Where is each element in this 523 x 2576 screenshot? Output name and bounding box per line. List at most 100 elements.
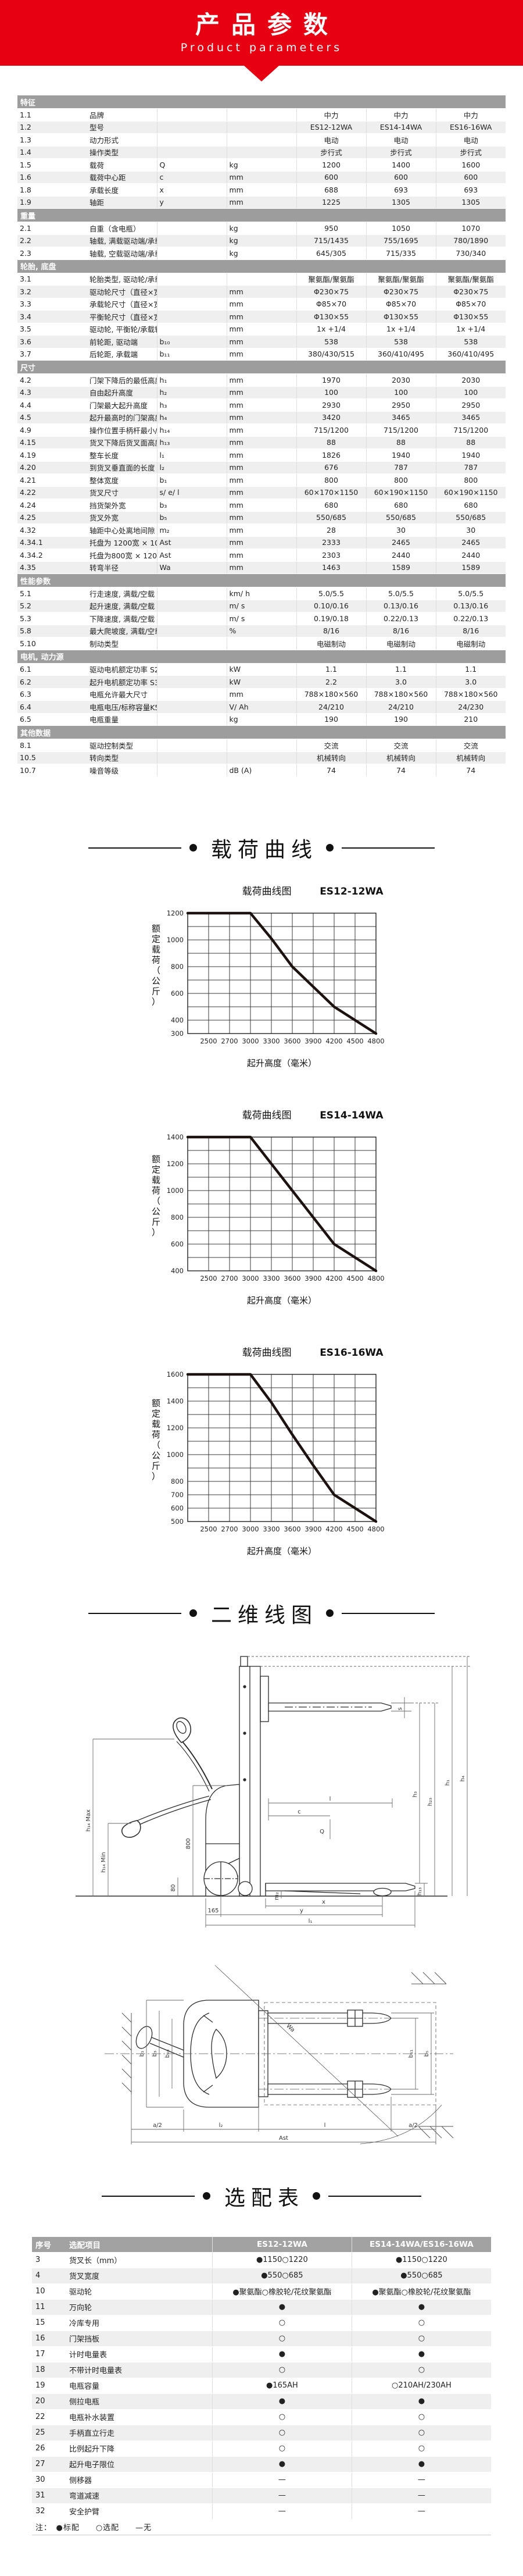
divider-dot xyxy=(326,844,334,851)
x-tick-label: 4200 xyxy=(325,1525,342,1533)
y-tick-label: 800 xyxy=(171,963,184,971)
x-tick-label: 3600 xyxy=(284,1037,300,1045)
y-tick-label: 800 xyxy=(171,1213,184,1221)
spec-row: 3.6 前轮距, 驱动端 b₁₀ mm 538 538 538 xyxy=(17,335,506,348)
spec-row: 4.9操作位置手柄杆最小/最大高度h₁₄mm715/1200715/120071… xyxy=(17,423,506,437)
section-title-load-curve: 载荷曲线 xyxy=(0,833,523,863)
x-tick-label: 3600 xyxy=(284,1525,300,1533)
spec-row: 3.7 后轮距, 承载端 b₁₁ mm 380/430/515 360/410/495 36… xyxy=(17,348,506,361)
dim-label-ast: Ast xyxy=(279,2135,288,2142)
spec-row: 4.5起升最高时的门架高度点h₄mm342034653465 xyxy=(17,411,506,424)
spec-row: 4.21 整体宽度 b₁ mm 800 800 800 xyxy=(17,473,506,487)
x-tick-label: 3600 xyxy=(284,1274,300,1282)
x-tick-label: 2500 xyxy=(200,1525,217,1533)
load-curve-chart-ES12-12WA: 载荷曲线图 ES12-12WA 1200 1000 800 600 400 300 2500 27… xyxy=(152,886,385,1068)
x-tick-label: 3900 xyxy=(305,1525,321,1533)
spec-row: 5.8 最大爬坡度, 满载/空载% 8/16 8/16 8/16 xyxy=(17,625,506,637)
x-tick-label: 4800 xyxy=(367,1525,384,1533)
option-row: 15 冷库专用 ○ ○ xyxy=(32,2315,491,2331)
section-title-text: 二维线图 xyxy=(210,1603,318,1627)
dim-label-b3: b₃ xyxy=(152,2050,158,2056)
dim-label-h23: h₂₃ xyxy=(427,1797,434,1805)
dim-label-b11: b₁₁ xyxy=(408,2049,414,2057)
dim-label-a2-right: a/2 xyxy=(409,2122,418,2129)
x-tick-label: 4200 xyxy=(325,1037,342,1045)
spec-row: 2.1 自重（含电瓶） kg 950 1050 1070 xyxy=(17,222,506,235)
y-tick-label: 500 xyxy=(171,1517,184,1526)
x-tick-label: 3000 xyxy=(242,1274,259,1282)
divider-line xyxy=(328,2195,421,2197)
option-row: 30 侧移器 — — xyxy=(32,2472,491,2488)
x-tick-label: 4500 xyxy=(346,1037,363,1045)
option-row: 19 电瓶容量 ●165AH ○210AH/230AH xyxy=(32,2378,491,2394)
spec-row: 8.1 驱动控制类型 交流 交流 交流 xyxy=(17,739,506,752)
spec-section-header: 特征 xyxy=(17,95,506,109)
option-row: 27 起升电子限位 ● ● xyxy=(32,2456,491,2472)
spec-row: 4.35 转弯半径 Wa mm 1463 1589 1589 xyxy=(17,561,506,574)
divider-line xyxy=(101,2195,195,2197)
dim-label-h14min: h₁₄ Min xyxy=(101,1852,107,1872)
divider-dot xyxy=(189,844,197,851)
y-tick-label: 1400 xyxy=(167,1397,184,1405)
dim-label-h4: h₄ xyxy=(460,1775,466,1781)
y-tick-label: 1200 xyxy=(167,909,184,917)
chart-title: 载荷曲线图 xyxy=(242,1110,292,1121)
section-title-line-drawing: 二维线图 xyxy=(0,1598,523,1629)
option-row: 18 不带计时电量表 ○ ○ xyxy=(32,2362,491,2378)
page-subtitle: Product parameters xyxy=(180,41,343,54)
dim-label-h3: h₃ xyxy=(412,1791,418,1797)
y-axis-label: 额定载荷（公斤） xyxy=(152,923,160,1007)
option-row: 20 侧拉电瓶 ● ● xyxy=(32,2393,491,2410)
line-drawings: h₁₄ Max h₁₄ Min 800 80 s h₃ h₂₃ h₁ h₄ h₁… xyxy=(0,1629,523,2155)
y-tick-label: 600 xyxy=(171,1504,184,1512)
x-tick-label: 2500 xyxy=(200,1274,217,1282)
spec-row: 1.8 承载长度 x mm 688 693 693 xyxy=(17,183,506,197)
divider-line xyxy=(342,1612,435,1614)
y-tick-label: 600 xyxy=(171,1240,184,1248)
divider-dot xyxy=(202,2192,210,2200)
options-note-row: 注： ●标配 ○选配 —无 xyxy=(32,2518,491,2535)
section-title-text: 选配表 xyxy=(224,2186,305,2210)
spec-row: 1.4 操作类型 步行式 步行式 步行式 xyxy=(17,146,506,159)
x-axis-label: 起升高度（毫米） xyxy=(247,1546,317,1556)
dim-label-h1: h₁ xyxy=(445,1779,451,1785)
section-title-text: 载荷曲线 xyxy=(210,838,318,862)
spec-section-header: 其他数据 xyxy=(17,725,506,739)
spec-row: 1.9 轴距 y mm 1225 1305 1305 xyxy=(17,196,506,209)
option-row: 4 货叉宽度 ●550○685 ●550○685 xyxy=(32,2268,491,2284)
spec-table-body: 特征 1.1 品牌 中力 中力 中力 1.2 型号 ES12-12WA ES14-14WA ES16… xyxy=(17,95,506,777)
divider-line xyxy=(88,847,181,849)
dim-label-m2: m₂ xyxy=(274,1892,280,1900)
spec-row: 4.20 到货叉垂直面的长度 l₂ mm 676 787 787 xyxy=(17,461,506,474)
dim-label-800: 800 xyxy=(185,1838,192,1849)
x-tick-label: 3300 xyxy=(263,1525,280,1533)
dim-label-c: c xyxy=(298,1809,301,1815)
spec-row: 1.3 动力形式 电动 电动 电动 xyxy=(17,133,506,147)
y-tick-label: 300 xyxy=(171,1029,184,1038)
section-title-options: 选配表 xyxy=(0,2181,523,2211)
spec-table: 特征 1.1 品牌 中力 中力 中力 1.2 型号 ES12-12WA ES14-14WA ES16… xyxy=(17,95,506,777)
spec-row: 4.19 整车长度 l₁ mm 1826 1940 1940 xyxy=(17,448,506,462)
y-tick-label: 1200 xyxy=(167,1160,184,1168)
options-table-body: 序号 选配项目 ES12-12WA ES14-14WA/ES16-16WA 3 货叉长（m… xyxy=(32,2236,491,2535)
y-tick-label: 700 xyxy=(171,1491,184,1499)
divider-line xyxy=(342,847,435,849)
divider-line xyxy=(88,1612,181,1614)
x-axis-label: 起升高度（毫米） xyxy=(247,1058,317,1068)
y-tick-label: 1000 xyxy=(167,1187,184,1195)
x-tick-label: 2500 xyxy=(200,1037,217,1045)
top-right-wall-hatch xyxy=(411,1972,447,1984)
spec-row: 6.3 电瓶允许最大尺寸 mm 788×180×560 788×180×560 788×1… xyxy=(17,688,506,701)
spec-section-header: 尺寸 xyxy=(17,360,506,374)
dim-label-h14max: h₁₄ Max xyxy=(85,1809,92,1831)
x-axis-label: 起升高度（毫米） xyxy=(247,1295,317,1306)
banner-pointer-triangle xyxy=(244,66,279,81)
dim-label-165: 165 xyxy=(207,1908,218,1914)
dim-label-y: y xyxy=(300,1908,303,1914)
